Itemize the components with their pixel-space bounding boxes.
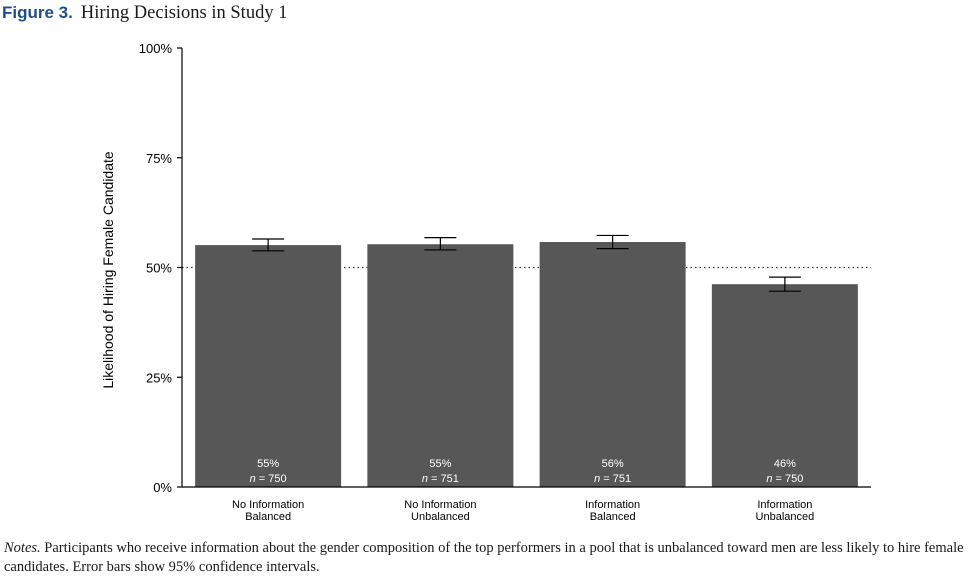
bar [711,284,858,487]
x-tick-label: No Information [404,499,476,511]
y-axis-label: Likelihood of Hiring Female Candidate [100,151,116,389]
bar-value-label: 56% [602,458,624,470]
notes-text: Participants who receive information abo… [4,540,964,575]
n-symbol: n [594,473,600,485]
bar-n-label: n = 751 [594,473,631,485]
n-value: = 751 [600,473,631,485]
figure-notes: Notes. Participants who receive informat… [4,539,966,577]
y-axis-label-layer: Likelihood of Hiring Female Candidate [100,151,116,389]
bar-n-label: n = 751 [422,473,459,485]
n-symbol: n [422,473,428,485]
y-tick-label: 100% [139,41,173,56]
y-tick-label: 75% [146,151,172,166]
y-tick-label: 50% [146,261,172,276]
error-bar [596,234,629,250]
bar-value-label: 55% [429,458,451,470]
figure-header: Figure 3. Hiring Decisions in Study 1 [2,1,287,26]
n-symbol: n [766,473,772,485]
x-tick-label: Information [757,499,812,511]
error-bar [424,237,457,251]
x-tick-label: Unbalanced [411,511,470,523]
n-value: = 750 [772,473,803,485]
x-tick-label: Information [585,499,640,511]
x-tick-label: Balanced [245,511,291,523]
bar [539,242,686,487]
y-tick-label: 0% [153,480,172,495]
figure-title: Hiring Decisions in Study 1 [80,3,288,23]
x-tick-label: Balanced [590,511,636,523]
bar-value-label: 46% [774,458,796,470]
x-tick-label: No Information [232,499,304,511]
error-bar [768,276,801,292]
bar-n-label: n = 750 [250,473,287,485]
figure-label: Figure 3. [2,3,73,22]
n-value: = 751 [428,473,459,485]
n-value: = 750 [256,473,287,485]
bar-value-label: 55% [257,458,279,470]
error-bar [252,238,285,252]
bar [195,245,342,487]
bar [367,244,514,487]
notes-label: Notes. [4,540,41,556]
n-symbol: n [250,473,256,485]
bar-n-label: n = 750 [766,473,803,485]
y-tick-label: 25% [146,370,172,385]
x-tick-label: Unbalanced [756,511,815,523]
